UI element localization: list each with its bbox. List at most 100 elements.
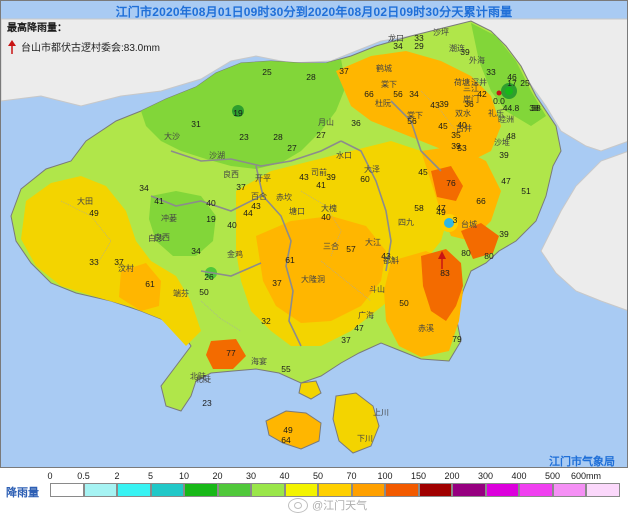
town-label: 百合 xyxy=(251,191,267,201)
town-label: 开平 xyxy=(255,174,271,183)
station-value: 50 xyxy=(199,287,209,297)
station-value: 47 xyxy=(501,176,511,186)
station-value: 28 xyxy=(306,72,316,82)
peak-spot-jianghai-inner xyxy=(505,87,513,95)
zone-50-70-b xyxy=(256,216,386,323)
station-value: 40 xyxy=(457,120,467,130)
town-label: 赤坎 xyxy=(276,192,292,202)
max-station-marker xyxy=(438,251,446,269)
town-label: 大泽 xyxy=(364,164,380,174)
town-label: 广海 xyxy=(358,310,374,320)
station-value: 46 xyxy=(507,72,517,82)
station-value: 53 xyxy=(457,143,467,153)
legend-tick-label: 150 xyxy=(410,471,427,481)
legend-color-box xyxy=(519,483,553,497)
station-value: 34 xyxy=(139,183,149,193)
station-value: 43 xyxy=(299,172,309,182)
town-label: 崖门 xyxy=(463,94,479,104)
town-label: 汶村 xyxy=(118,263,134,273)
outside-land-north xyxy=(1,18,627,152)
legend-color-box xyxy=(251,483,285,497)
weibo-icon xyxy=(288,497,308,513)
zone-50-70 xyxy=(336,51,501,161)
town-label: 深井 xyxy=(471,77,487,87)
station-value: 61 xyxy=(145,279,155,289)
zone-70-100-b xyxy=(461,223,499,259)
station-value: 28 xyxy=(273,132,283,142)
town-label: 白沙 xyxy=(148,233,164,243)
town-label: 古井 xyxy=(456,123,472,133)
town-label: 塘口 xyxy=(289,206,305,216)
station-value: 17 xyxy=(507,78,517,88)
legend-color-box xyxy=(385,483,419,497)
station-value: 34 xyxy=(393,41,403,51)
station-value: 48 xyxy=(506,131,516,141)
town-label: 鹤城 xyxy=(376,63,392,73)
town-label: 三江 xyxy=(463,84,479,93)
station-value: 19 xyxy=(233,108,243,118)
station-value: 25 xyxy=(520,78,530,88)
town-label: 大田 xyxy=(77,196,93,206)
station-value: 66 xyxy=(364,89,374,99)
map-title: 江门市2020年08月01日09时30分到2020年08月02日09时30分天累… xyxy=(115,5,513,19)
town-label: 良西 xyxy=(154,232,170,242)
station-value: 39 xyxy=(451,141,461,151)
station-value: 33 xyxy=(89,257,99,267)
town-label: 北陡 xyxy=(190,371,206,381)
legend-color-box xyxy=(552,483,586,497)
legend-color-box xyxy=(150,483,184,497)
station-value: 39 xyxy=(499,150,509,160)
town-label: 上川 xyxy=(373,408,389,417)
agency-name: 江门市气象局 xyxy=(549,456,615,468)
legend-tick-label: 30 xyxy=(245,471,257,481)
town-label: 金鸡 xyxy=(227,249,243,259)
town-label: 下川 xyxy=(357,434,373,443)
station-value: 49 xyxy=(436,207,446,217)
station-value: 58 xyxy=(414,203,424,213)
town-label: 斗山 xyxy=(369,284,385,294)
legend-tick-label: 100 xyxy=(377,471,393,481)
legend-color-box xyxy=(485,483,519,497)
island-small xyxy=(298,380,322,400)
town-label: 大槐 xyxy=(321,203,337,213)
station-value: 41 xyxy=(316,180,326,190)
town-label: 沙堆 xyxy=(494,137,510,147)
legend-tick-label: 0 xyxy=(47,471,53,481)
legend-color-box xyxy=(284,483,318,497)
station-value: 0.0 xyxy=(493,96,505,106)
station-value: 45 xyxy=(418,167,428,177)
station-value: 19 xyxy=(206,214,216,224)
station-value: 42 xyxy=(477,89,487,99)
station-value: 56 xyxy=(393,89,403,99)
island-shangchuan xyxy=(265,410,322,450)
town-label: 大隆洞 xyxy=(301,274,325,284)
town-label: 大沙 xyxy=(164,131,180,141)
station-value: 33 xyxy=(486,67,496,77)
station-value: 80 xyxy=(484,251,494,261)
station-value: 32 xyxy=(261,316,271,326)
zone-50-70-d xyxy=(119,263,161,311)
station-value: 40 xyxy=(206,198,216,208)
station-value: 23 xyxy=(239,132,249,142)
town-label: 睦洲 xyxy=(498,114,514,124)
zone-70-100-d xyxy=(206,339,246,369)
station-value: 37 xyxy=(114,257,124,267)
station-value: 40 xyxy=(227,220,237,230)
legend-color-box xyxy=(50,483,84,497)
legend-color-box xyxy=(452,483,486,497)
town-label: 海宴 xyxy=(251,356,267,366)
town-label: 良西 xyxy=(223,169,239,179)
zone-70-100 xyxy=(421,249,463,321)
station-value: 45 xyxy=(438,121,448,131)
station-value: 39 xyxy=(326,172,336,182)
station-value: 47 xyxy=(436,203,446,213)
town-label: 都斛 xyxy=(383,255,399,265)
town-label: 杜阮 xyxy=(375,98,391,108)
town-label: 潮连 xyxy=(449,43,465,53)
station-value: 79 xyxy=(452,334,462,344)
jianghai-marker xyxy=(496,90,502,96)
town-label: 司前 xyxy=(311,167,327,177)
station-value: 61 xyxy=(285,255,295,265)
